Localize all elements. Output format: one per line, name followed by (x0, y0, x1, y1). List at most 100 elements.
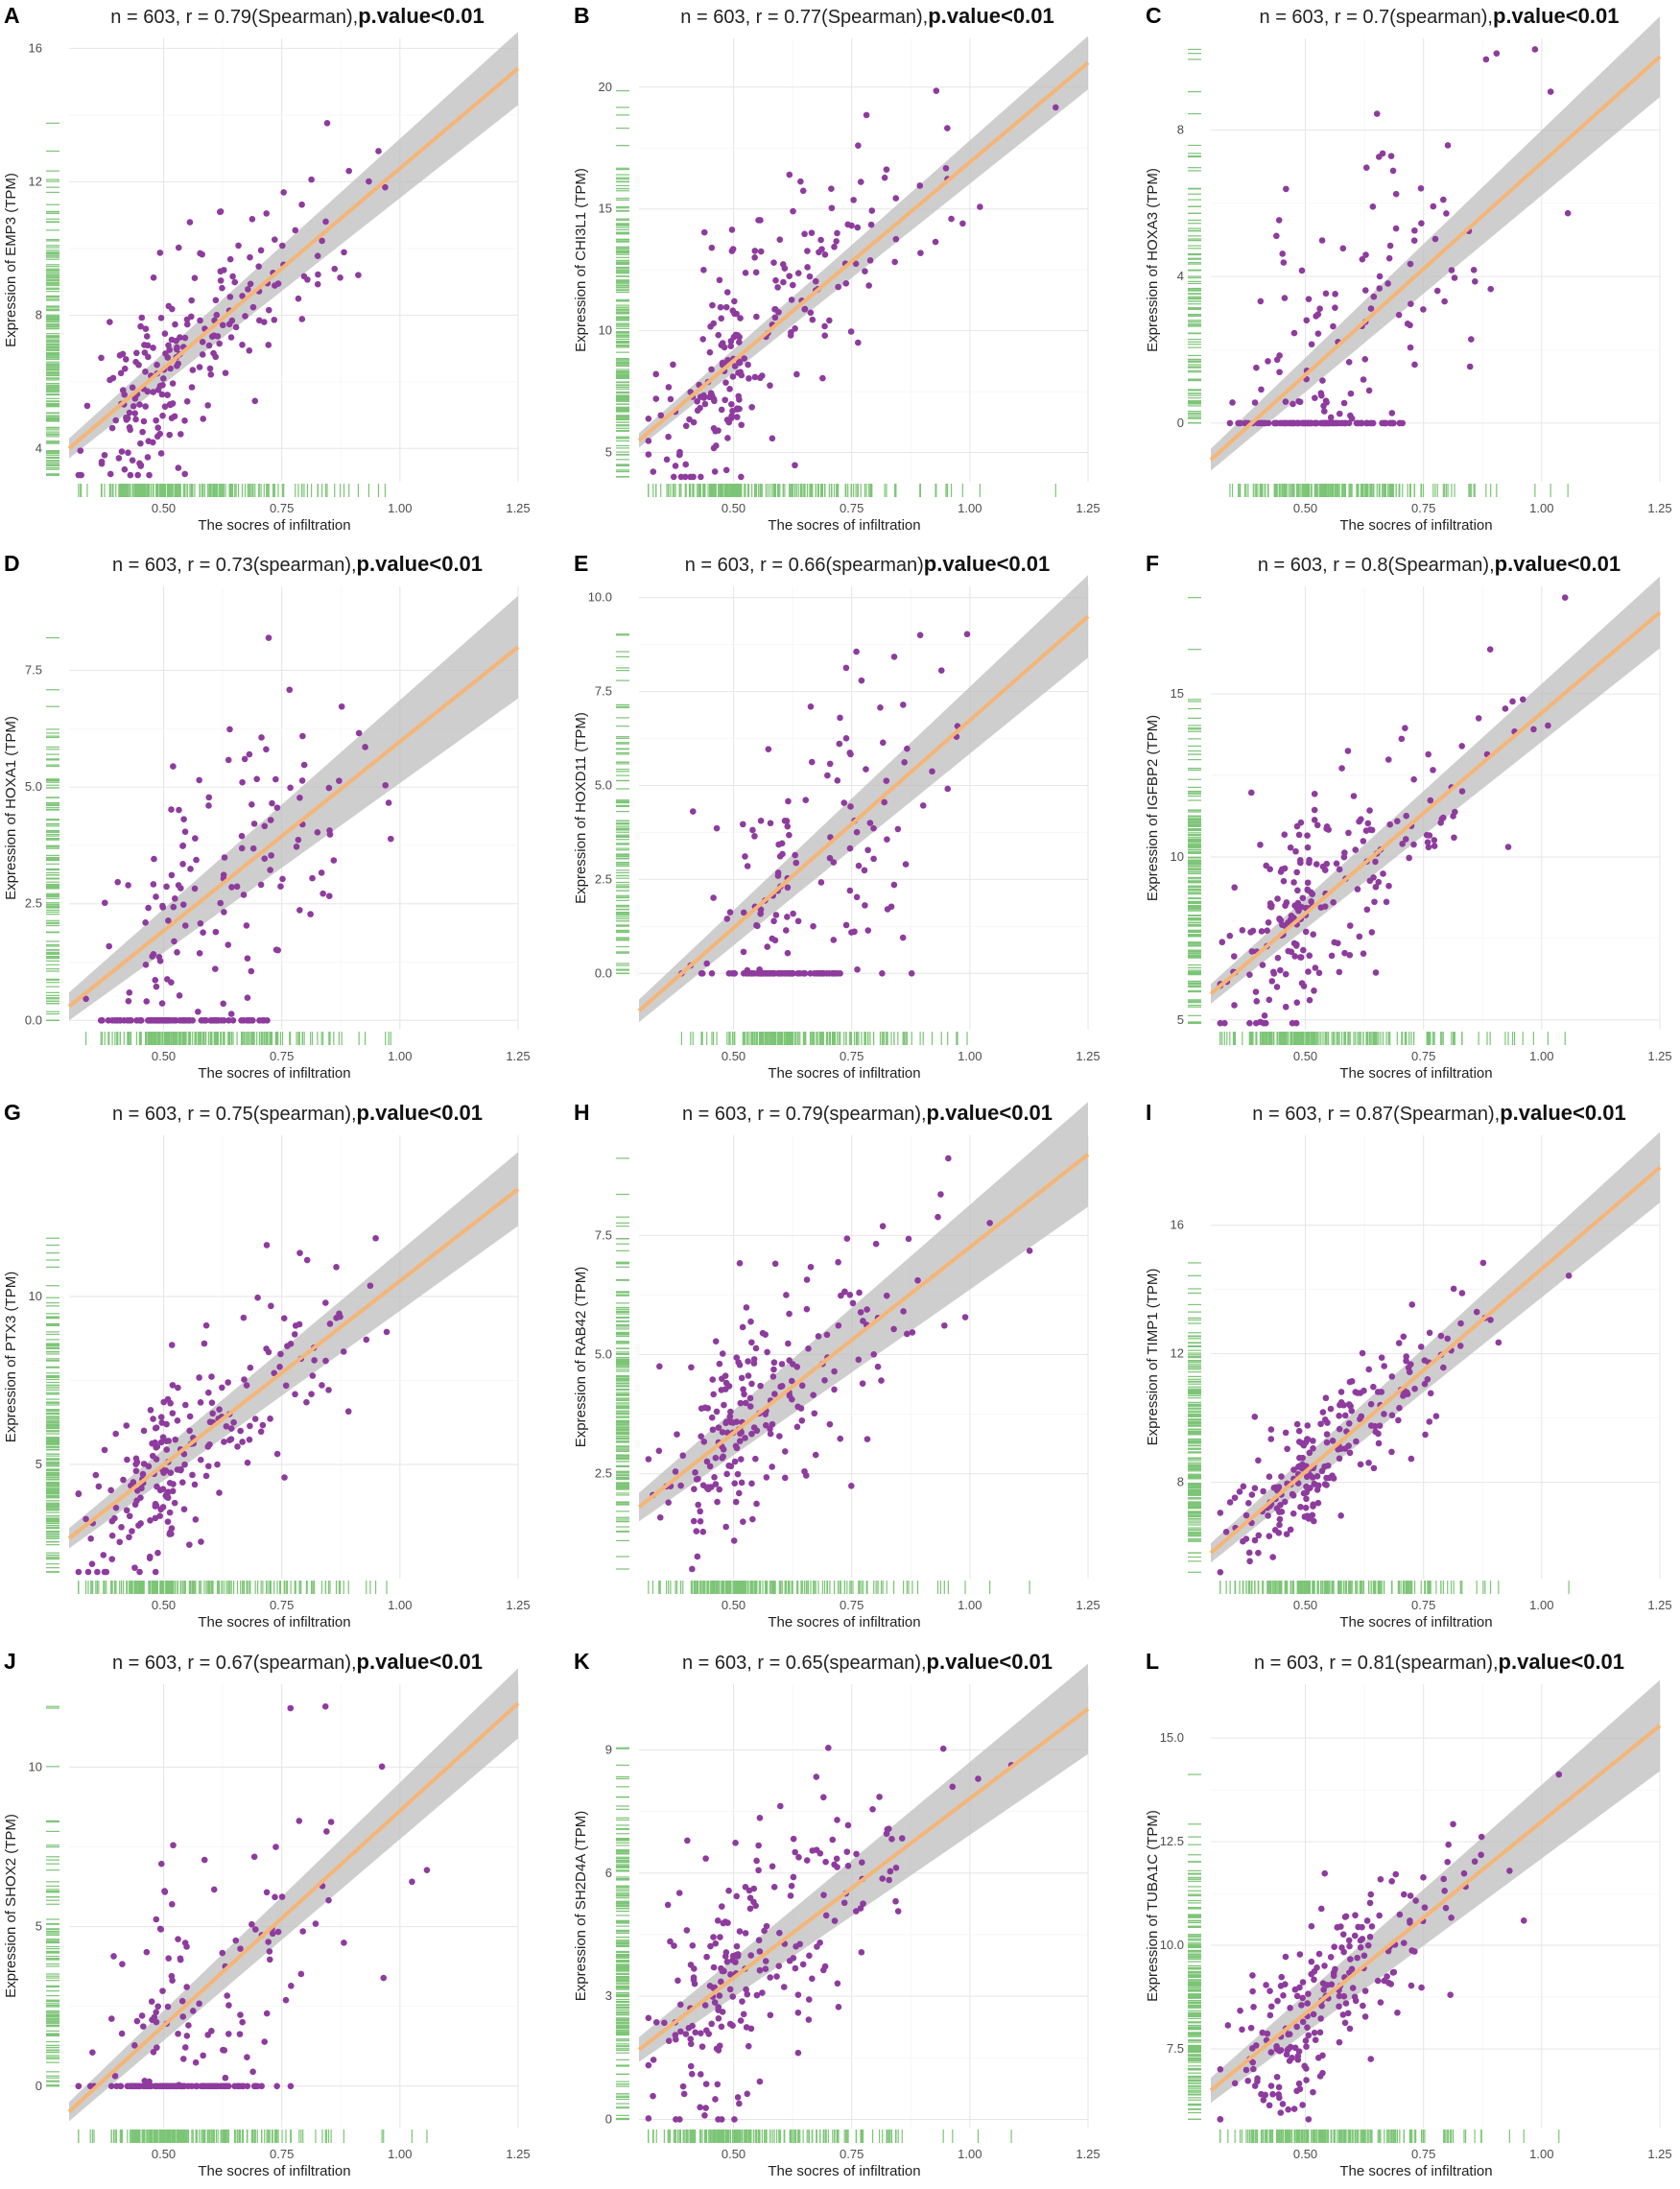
data-point (1389, 419, 1396, 427)
x-tick-label: 1.00 (958, 1049, 982, 1063)
data-point (124, 1456, 130, 1463)
data-point (1341, 419, 1349, 427)
data-point (337, 274, 343, 281)
data-point (137, 1016, 145, 1024)
x-tick-label: 0.75 (840, 501, 864, 515)
data-point (1368, 929, 1376, 936)
data-point (127, 426, 133, 434)
data-point (1253, 364, 1260, 371)
data-point (862, 902, 868, 909)
data-point (208, 1373, 215, 1380)
data-point (249, 845, 257, 852)
data-point (152, 1503, 159, 1510)
data-point (136, 1568, 143, 1576)
data-point (751, 373, 759, 381)
data-point (251, 1416, 259, 1422)
y-tick-label: 12 (29, 174, 42, 188)
data-point (323, 120, 331, 127)
data-point (143, 333, 151, 340)
data-point (1399, 840, 1406, 847)
pvalue-label: p.value<0.01 (358, 4, 484, 28)
data-point (217, 277, 225, 284)
gridlines (639, 586, 1089, 1030)
data-point (257, 881, 265, 889)
data-point (226, 1437, 233, 1444)
data-point (157, 314, 165, 321)
y-tick-label: 5.0 (25, 779, 42, 794)
data-point (140, 1427, 148, 1435)
data-point (116, 1538, 124, 1546)
data-point (853, 828, 861, 836)
stats-title: n = 603, r = 0.66(spearman)p.value<0.01 (685, 552, 1051, 576)
data-point (1383, 898, 1390, 906)
data-point (277, 1350, 284, 1358)
data-point (802, 797, 810, 804)
data-point (132, 1467, 140, 1475)
data-point (159, 904, 167, 911)
data-point (183, 398, 191, 405)
data-point (140, 417, 148, 425)
data-point (244, 994, 251, 1002)
data-point (383, 1328, 390, 1336)
stats-label: n = 603, r = 0.77(Spearman), (680, 7, 928, 28)
data-point (826, 760, 834, 768)
data-point (1385, 254, 1393, 262)
data-point (125, 997, 132, 1005)
data-point (657, 412, 665, 419)
data-point (682, 461, 690, 468)
data-point (672, 463, 679, 469)
data-point (179, 1016, 186, 1024)
data-point (163, 1446, 171, 1453)
data-point (163, 883, 170, 891)
data-point (158, 391, 166, 398)
data-point (1366, 807, 1373, 814)
data-point (881, 174, 888, 181)
data-point (706, 348, 714, 356)
data-point (1396, 419, 1404, 427)
data-point (205, 794, 213, 801)
data-point (228, 317, 236, 324)
data-point (340, 1348, 347, 1355)
data-point (322, 1357, 329, 1365)
x-axis-title: The socres of infiltration (768, 517, 920, 534)
data-point (216, 208, 224, 216)
data-point (123, 1507, 130, 1514)
data-point (1375, 878, 1383, 886)
data-point (917, 250, 924, 256)
data-point (1257, 297, 1265, 305)
data-point (292, 1391, 298, 1398)
data-point (107, 1487, 114, 1494)
data-point (767, 969, 773, 977)
stats-label: n = 603, r = 0.8(Spearman), (1258, 555, 1495, 576)
data-point (1384, 756, 1392, 763)
data-point (150, 345, 156, 351)
data-point (282, 1382, 290, 1390)
data-point (176, 806, 182, 814)
data-point (241, 1376, 248, 1383)
data-point (156, 382, 164, 390)
data-point (937, 667, 945, 674)
data-point (776, 853, 784, 860)
data-point (162, 350, 169, 357)
data-point (792, 851, 798, 859)
data-point (150, 881, 157, 888)
data-point (216, 1406, 223, 1413)
data-point (808, 229, 816, 236)
data-point (804, 248, 811, 254)
pvalue-label: p.value<0.01 (357, 1101, 483, 1125)
data-point (1350, 793, 1358, 799)
data-point (1314, 330, 1322, 337)
data-point (273, 804, 281, 811)
data-point (713, 442, 720, 449)
pvalue-label: p.value<0.01 (927, 1101, 1053, 1125)
data-point (137, 1520, 144, 1527)
data-point (797, 178, 804, 185)
data-point (816, 249, 822, 256)
data-point (191, 885, 199, 892)
data-point (855, 142, 862, 149)
data-point (273, 1450, 281, 1458)
data-point (257, 247, 265, 254)
data-point (890, 881, 898, 889)
